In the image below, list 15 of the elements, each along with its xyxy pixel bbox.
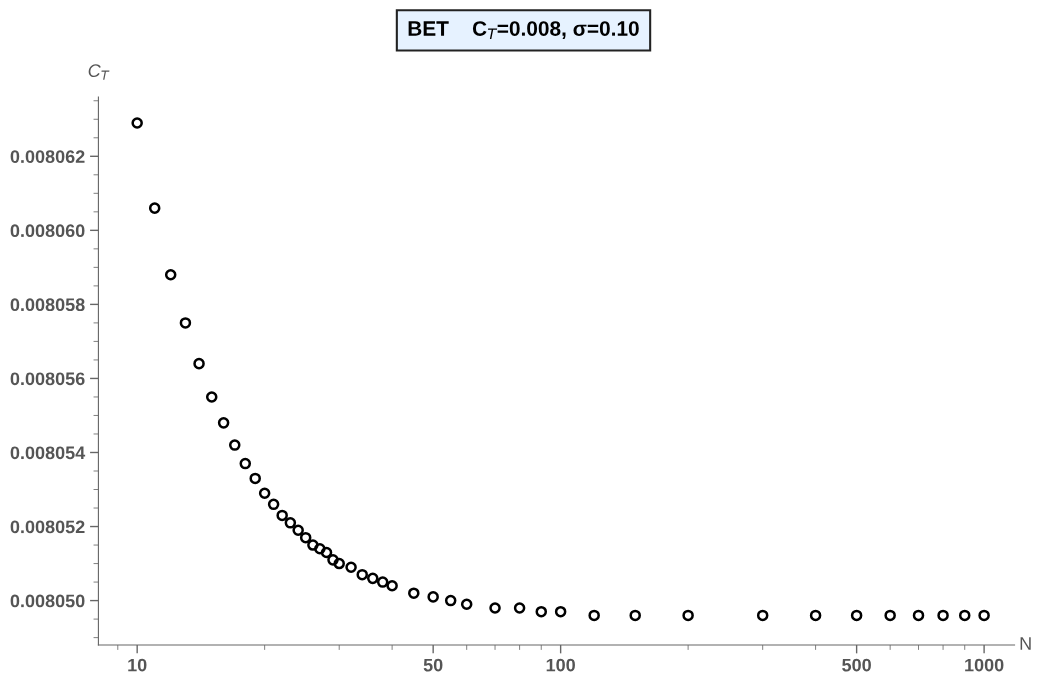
- y-tick-label: 0.008052: [10, 520, 85, 534]
- x-tick-label: 1000: [965, 658, 1004, 672]
- chart-title: BET C$_{T}$=0.008, σ=0.10: [408, 21, 639, 40]
- y-tick-label: 0.008058: [10, 298, 85, 312]
- x-tick-label: 10: [128, 658, 147, 672]
- y-tick-label: 0.008050: [10, 594, 85, 608]
- x-tick-label: 500: [842, 658, 871, 672]
- y-tick-label: 0.008060: [10, 224, 85, 238]
- x-axis-title: N: [1020, 637, 1031, 650]
- y-tick-label: 0.008062: [10, 150, 85, 164]
- y-tick-label: 0.008056: [10, 372, 85, 386]
- x-tick-label: 100: [546, 658, 575, 672]
- y-tick-label: 0.008054: [10, 446, 86, 460]
- y-axis-title: C$_{T}$: [88, 64, 110, 80]
- x-tick-label: 50: [423, 658, 443, 672]
